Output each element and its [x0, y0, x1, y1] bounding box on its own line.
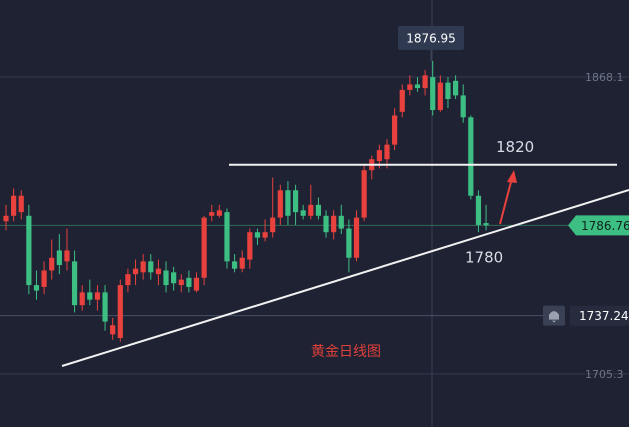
- candle-body: [468, 117, 474, 196]
- support-label: 1780: [465, 249, 503, 267]
- candle-body: [193, 277, 200, 291]
- candle-body: [26, 215, 32, 286]
- chart-title: 黄金日线图: [311, 343, 381, 360]
- candle-body: [216, 210, 222, 216]
- candle-body: [292, 190, 299, 213]
- candle-body: [452, 80, 459, 96]
- high-marker-box: [398, 25, 464, 50]
- candles: [3, 60, 489, 342]
- candle-body: [232, 261, 238, 269]
- candle-body: [430, 77, 436, 110]
- candle-body: [41, 270, 47, 287]
- candle-body: [407, 84, 413, 90]
- candle-body: [49, 257, 55, 271]
- candle-body: [163, 270, 169, 286]
- candle-body: [460, 95, 466, 118]
- candle-body: [270, 217, 276, 233]
- candle-body: [148, 261, 154, 273]
- candle-body: [483, 223, 489, 226]
- alert-price-box: [570, 305, 629, 326]
- candle-body: [361, 170, 367, 218]
- candle-body: [125, 274, 131, 286]
- candle-body: [18, 195, 24, 213]
- candle-body: [110, 325, 116, 335]
- candle-body: [315, 204, 322, 216]
- y-tick-label: 1705.3: [585, 368, 624, 381]
- candle-body: [414, 84, 421, 89]
- candle-body: [224, 212, 230, 262]
- candle-body: [247, 232, 253, 260]
- y-tick-label: 1868.1: [585, 71, 624, 84]
- candle-body: [155, 268, 161, 275]
- candle-body: [140, 261, 146, 273]
- candle-body: [300, 210, 306, 216]
- candle-body: [64, 250, 70, 262]
- current-price-tag: [568, 215, 629, 236]
- candle-body: [102, 292, 108, 322]
- candle-body: [346, 228, 352, 258]
- candle-body: [56, 250, 62, 266]
- candle-body: [392, 115, 398, 145]
- alert-bell: [549, 311, 559, 323]
- candle-body: [399, 89, 405, 112]
- candle-body: [437, 82, 443, 110]
- arrow: [499, 170, 517, 225]
- candle-body: [3, 215, 9, 222]
- grid: [0, 76, 629, 375]
- candle-body: [384, 144, 390, 160]
- candle-body: [254, 232, 261, 238]
- candle-body: [209, 212, 215, 216]
- candle-body: [87, 292, 93, 300]
- candle-body: [338, 215, 344, 229]
- candle-body: [94, 292, 101, 300]
- trend-line: [61, 189, 629, 367]
- resistance-label: 1820: [496, 138, 534, 156]
- candle-body: [331, 215, 337, 233]
- candle-body: [11, 195, 17, 216]
- candle-body: [445, 82, 451, 100]
- candle-body: [71, 261, 78, 306]
- candle-body: [308, 204, 314, 216]
- current-price-label: 1786.76: [581, 219, 629, 233]
- candle-body: [262, 232, 268, 238]
- arrow-shaft: [499, 177, 513, 225]
- candle-body: [323, 215, 329, 233]
- candle-body: [201, 217, 207, 278]
- candle-body: [475, 195, 482, 225]
- candle-body: [353, 217, 360, 258]
- candle-body: [277, 190, 283, 218]
- candle-body: [239, 257, 245, 269]
- candle-body: [117, 285, 123, 338]
- alert-price-label: 1737.24: [579, 309, 629, 323]
- overlay: 1868.1 1705.3 1876.95 1820 1786.76 1737.24: [229, 25, 629, 381]
- candle-body: [33, 285, 40, 291]
- candle-body: [285, 190, 291, 216]
- candle-body: [79, 292, 85, 306]
- candle-body: [186, 277, 192, 287]
- candle-body: [171, 272, 177, 284]
- candle-body: [132, 268, 139, 275]
- candle-body: [422, 75, 428, 89]
- arrow-head: [507, 170, 517, 183]
- candle-body: [178, 279, 184, 286]
- high-marker: 1876.95: [406, 31, 456, 45]
- candle-body: [376, 150, 382, 162]
